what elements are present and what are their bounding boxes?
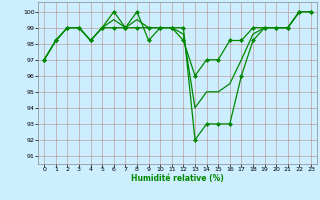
X-axis label: Humidité relative (%): Humidité relative (%) bbox=[131, 174, 224, 183]
